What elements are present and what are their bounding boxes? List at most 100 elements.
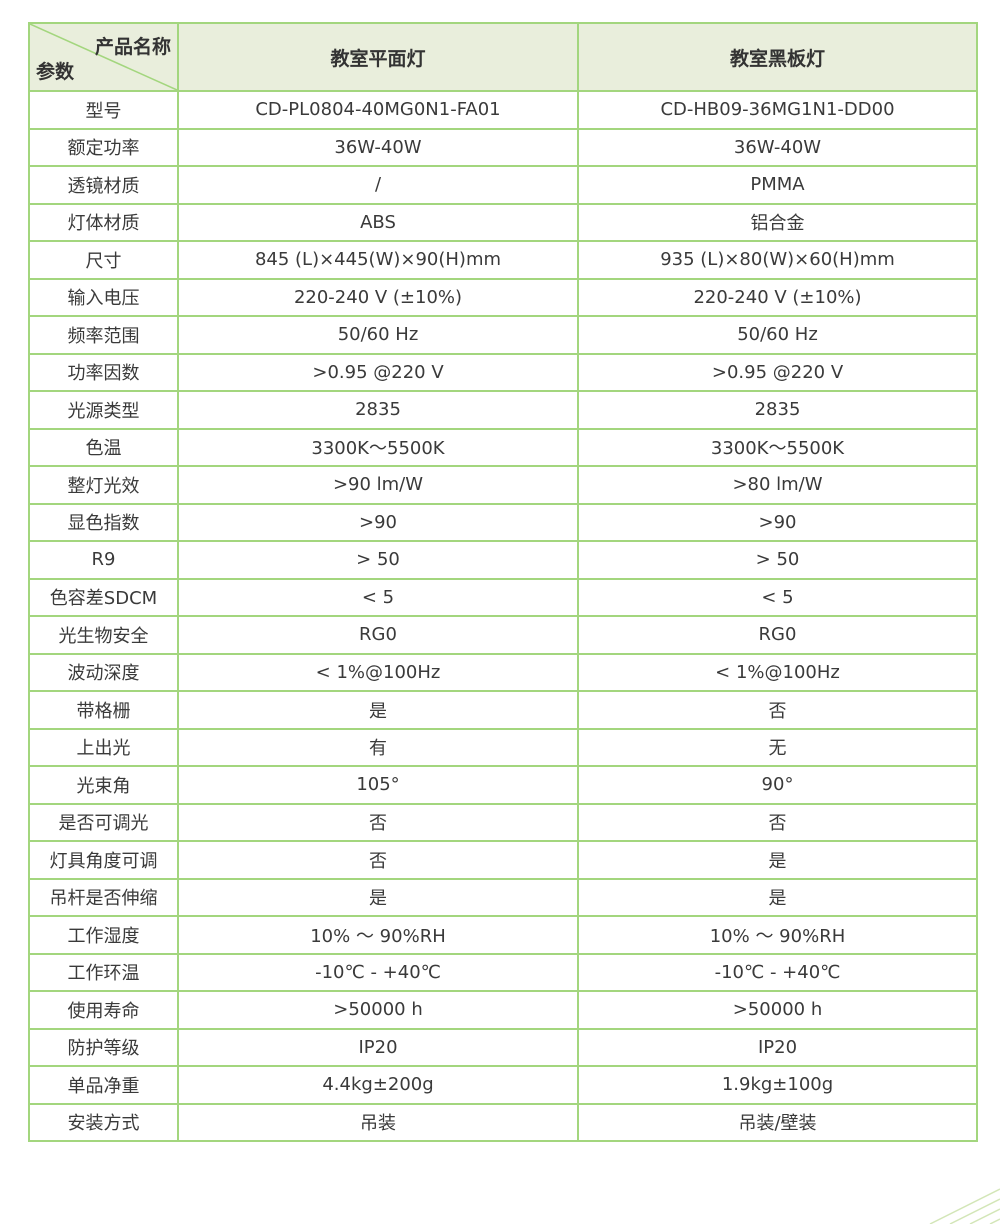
table-row: 波动深度 < 1%@100Hz < 1%@100Hz [28, 652, 978, 692]
blackboard-light-value: >90 [577, 502, 978, 542]
panel-light-value: 有 [177, 727, 579, 767]
blackboard-light-value: >0.95 @220 V [577, 352, 978, 392]
blackboard-light-value: IP20 [577, 1027, 978, 1067]
panel-light-value: 845 (L)×445(W)×90(H)mm [177, 240, 579, 280]
panel-light-value: 3300K～5500K [177, 427, 579, 467]
param-label: 参数 [36, 61, 75, 83]
param-cell: 色温 [28, 427, 179, 467]
panel-light-value: > 50 [177, 540, 579, 580]
panel-light-value: >90 lm/W [177, 465, 579, 505]
param-cell: 工作湿度 [28, 915, 179, 955]
table-row: 灯体材质 ABS 铝合金 [28, 202, 978, 242]
param-cell: 光生物安全 [28, 615, 179, 655]
panel-light-value: 220-240 V (±10%) [177, 277, 579, 317]
table-row: 防护等级 IP20 IP20 [28, 1027, 978, 1067]
param-cell: 单品净重 [28, 1065, 179, 1105]
blackboard-light-value: 50/60 Hz [577, 315, 978, 355]
param-cell: 显色指数 [28, 502, 179, 542]
panel-light-value: 是 [177, 877, 579, 917]
table-row: 上出光有无 [28, 727, 978, 767]
blackboard-light-value: CD-HB09-36MG1N1-DD00 [577, 90, 978, 130]
table-row: 额定功率 36W-40W 36W-40W [28, 127, 978, 167]
blackboard-light-value: 935 (L)×80(W)×60(H)mm [577, 240, 978, 280]
panel-light-value: 吊装 [177, 1102, 579, 1142]
panel-light-value: 2835 [177, 390, 579, 430]
blackboard-light-value: 无 [577, 727, 978, 767]
panel-light-value: >90 [177, 502, 579, 542]
param-cell: 带格栅 [28, 690, 179, 730]
table-row: 透镜材质 / PMMA [28, 165, 978, 205]
panel-light-value: >50000 h [177, 990, 579, 1030]
param-cell: 输入电压 [28, 277, 179, 317]
table-row: 型号 CD-PL0804-40MG0N1-FA01 CD-HB09-36MG1N1-… [28, 90, 978, 130]
param-cell: 色容差SDCM [28, 577, 179, 617]
blackboard-light-value: 36W-40W [577, 127, 978, 167]
table-row: 输入电压 220-240 V (±10%) 220-240 V (±10%) [28, 277, 978, 317]
blackboard-light-value: 是 [577, 840, 978, 880]
param-cell: 功率因数 [28, 352, 179, 392]
panel-light-value: / [177, 165, 579, 205]
param-cell: 尺寸 [28, 240, 179, 280]
corner-header: 产品名称 参数 [28, 22, 179, 92]
panel-light-value: 50/60 Hz [177, 315, 579, 355]
panel-light-value: RG0 [177, 615, 579, 655]
blackboard-light-value: 2835 [577, 390, 978, 430]
panel-light-value: -10℃ - +40℃ [177, 952, 579, 992]
blackboard-light-value: 是 [577, 877, 978, 917]
param-cell: 光束角 [28, 765, 179, 805]
param-cell: 上出光 [28, 727, 179, 767]
panel-light-value: < 5 [177, 577, 579, 617]
blackboard-light-value: 3300K～5500K [577, 427, 978, 467]
blackboard-light-value: 否 [577, 690, 978, 730]
blackboard-light-value: < 5 [577, 577, 978, 617]
table-row: 工作环温 -10℃ - +40℃ -10℃ - +40℃ [28, 952, 978, 992]
table-row: 色容差SDCM < 5 < 5 [28, 577, 978, 617]
panel-light-value: 否 [177, 802, 579, 842]
param-cell: 防护等级 [28, 1027, 179, 1067]
param-cell: R9 [28, 540, 179, 580]
panel-light-value: 36W-40W [177, 127, 579, 167]
blackboard-light-value: >80 lm/W [577, 465, 978, 505]
table-row: 单品净重 4.4kg±200g 1.9kg±100g [28, 1065, 978, 1105]
table-row: 使用寿命 >50000 h >50000 h [28, 990, 978, 1030]
blackboard-light-value: -10℃ - +40℃ [577, 952, 978, 992]
product-name-label: 产品名称 [94, 36, 171, 58]
blackboard-light-value: RG0 [577, 615, 978, 655]
table-row: 光束角 105° 90° [28, 765, 978, 805]
blackboard-light-value: 220-240 V (±10%) [577, 277, 978, 317]
blackboard-light-value: >50000 h [577, 990, 978, 1030]
panel-light-value: >0.95 @220 V [177, 352, 579, 392]
table-row: 功率因数 >0.95 @220 V >0.95 @220 V [28, 352, 978, 392]
param-cell: 透镜材质 [28, 165, 179, 205]
table-row: 尺寸 845 (L)×445(W)×90(H)mm 935 (L)×80(W)×60… [28, 240, 978, 280]
table-row: 安装方式 吊装 吊装/壁装 [28, 1102, 978, 1142]
blackboard-light-value: < 1%@100Hz [577, 652, 978, 692]
column-header-blackboard-light: 教室黑板灯 [577, 22, 978, 92]
blackboard-light-value: 铝合金 [577, 202, 978, 242]
table-row: 色温 3300K～5500K 3300K～5500K [28, 427, 978, 467]
blackboard-light-value: 否 [577, 802, 978, 842]
panel-light-value: 105° [177, 765, 579, 805]
table-row: 带格栅是否 [28, 690, 978, 730]
panel-light-value: 4.4kg±200g [177, 1065, 579, 1105]
param-cell: 吊杆是否伸缩 [28, 877, 179, 917]
param-cell: 使用寿命 [28, 990, 179, 1030]
panel-light-value: 是 [177, 690, 579, 730]
table-row: 工作湿度 10% ～ 90%RH 10% ～ 90%RH [28, 915, 978, 955]
spec-table: 产品名称 参数 教室平面灯 教室黑板灯 型号 CD-PL0804-40MG0N1-… [28, 22, 978, 1142]
table-row: 显色指数 >90 >90 [28, 502, 978, 542]
table-row: 整灯光效 >90 lm/W >80 lm/W [28, 465, 978, 505]
param-cell: 型号 [28, 90, 179, 130]
table-row: 灯具角度可调否是 [28, 840, 978, 880]
param-cell: 光源类型 [28, 390, 179, 430]
panel-light-value: < 1%@100Hz [177, 652, 579, 692]
table-row: 吊杆是否伸缩是是 [28, 877, 978, 917]
blackboard-light-value: 1.9kg±100g [577, 1065, 978, 1105]
table-row: 是否可调光否否 [28, 802, 978, 842]
param-cell: 频率范围 [28, 315, 179, 355]
panel-light-value: CD-PL0804-40MG0N1-FA01 [177, 90, 579, 130]
param-cell: 波动深度 [28, 652, 179, 692]
blackboard-light-value: 90° [577, 765, 978, 805]
table-row: 光源类型 2835 2835 [28, 390, 978, 430]
param-cell: 额定功率 [28, 127, 179, 167]
